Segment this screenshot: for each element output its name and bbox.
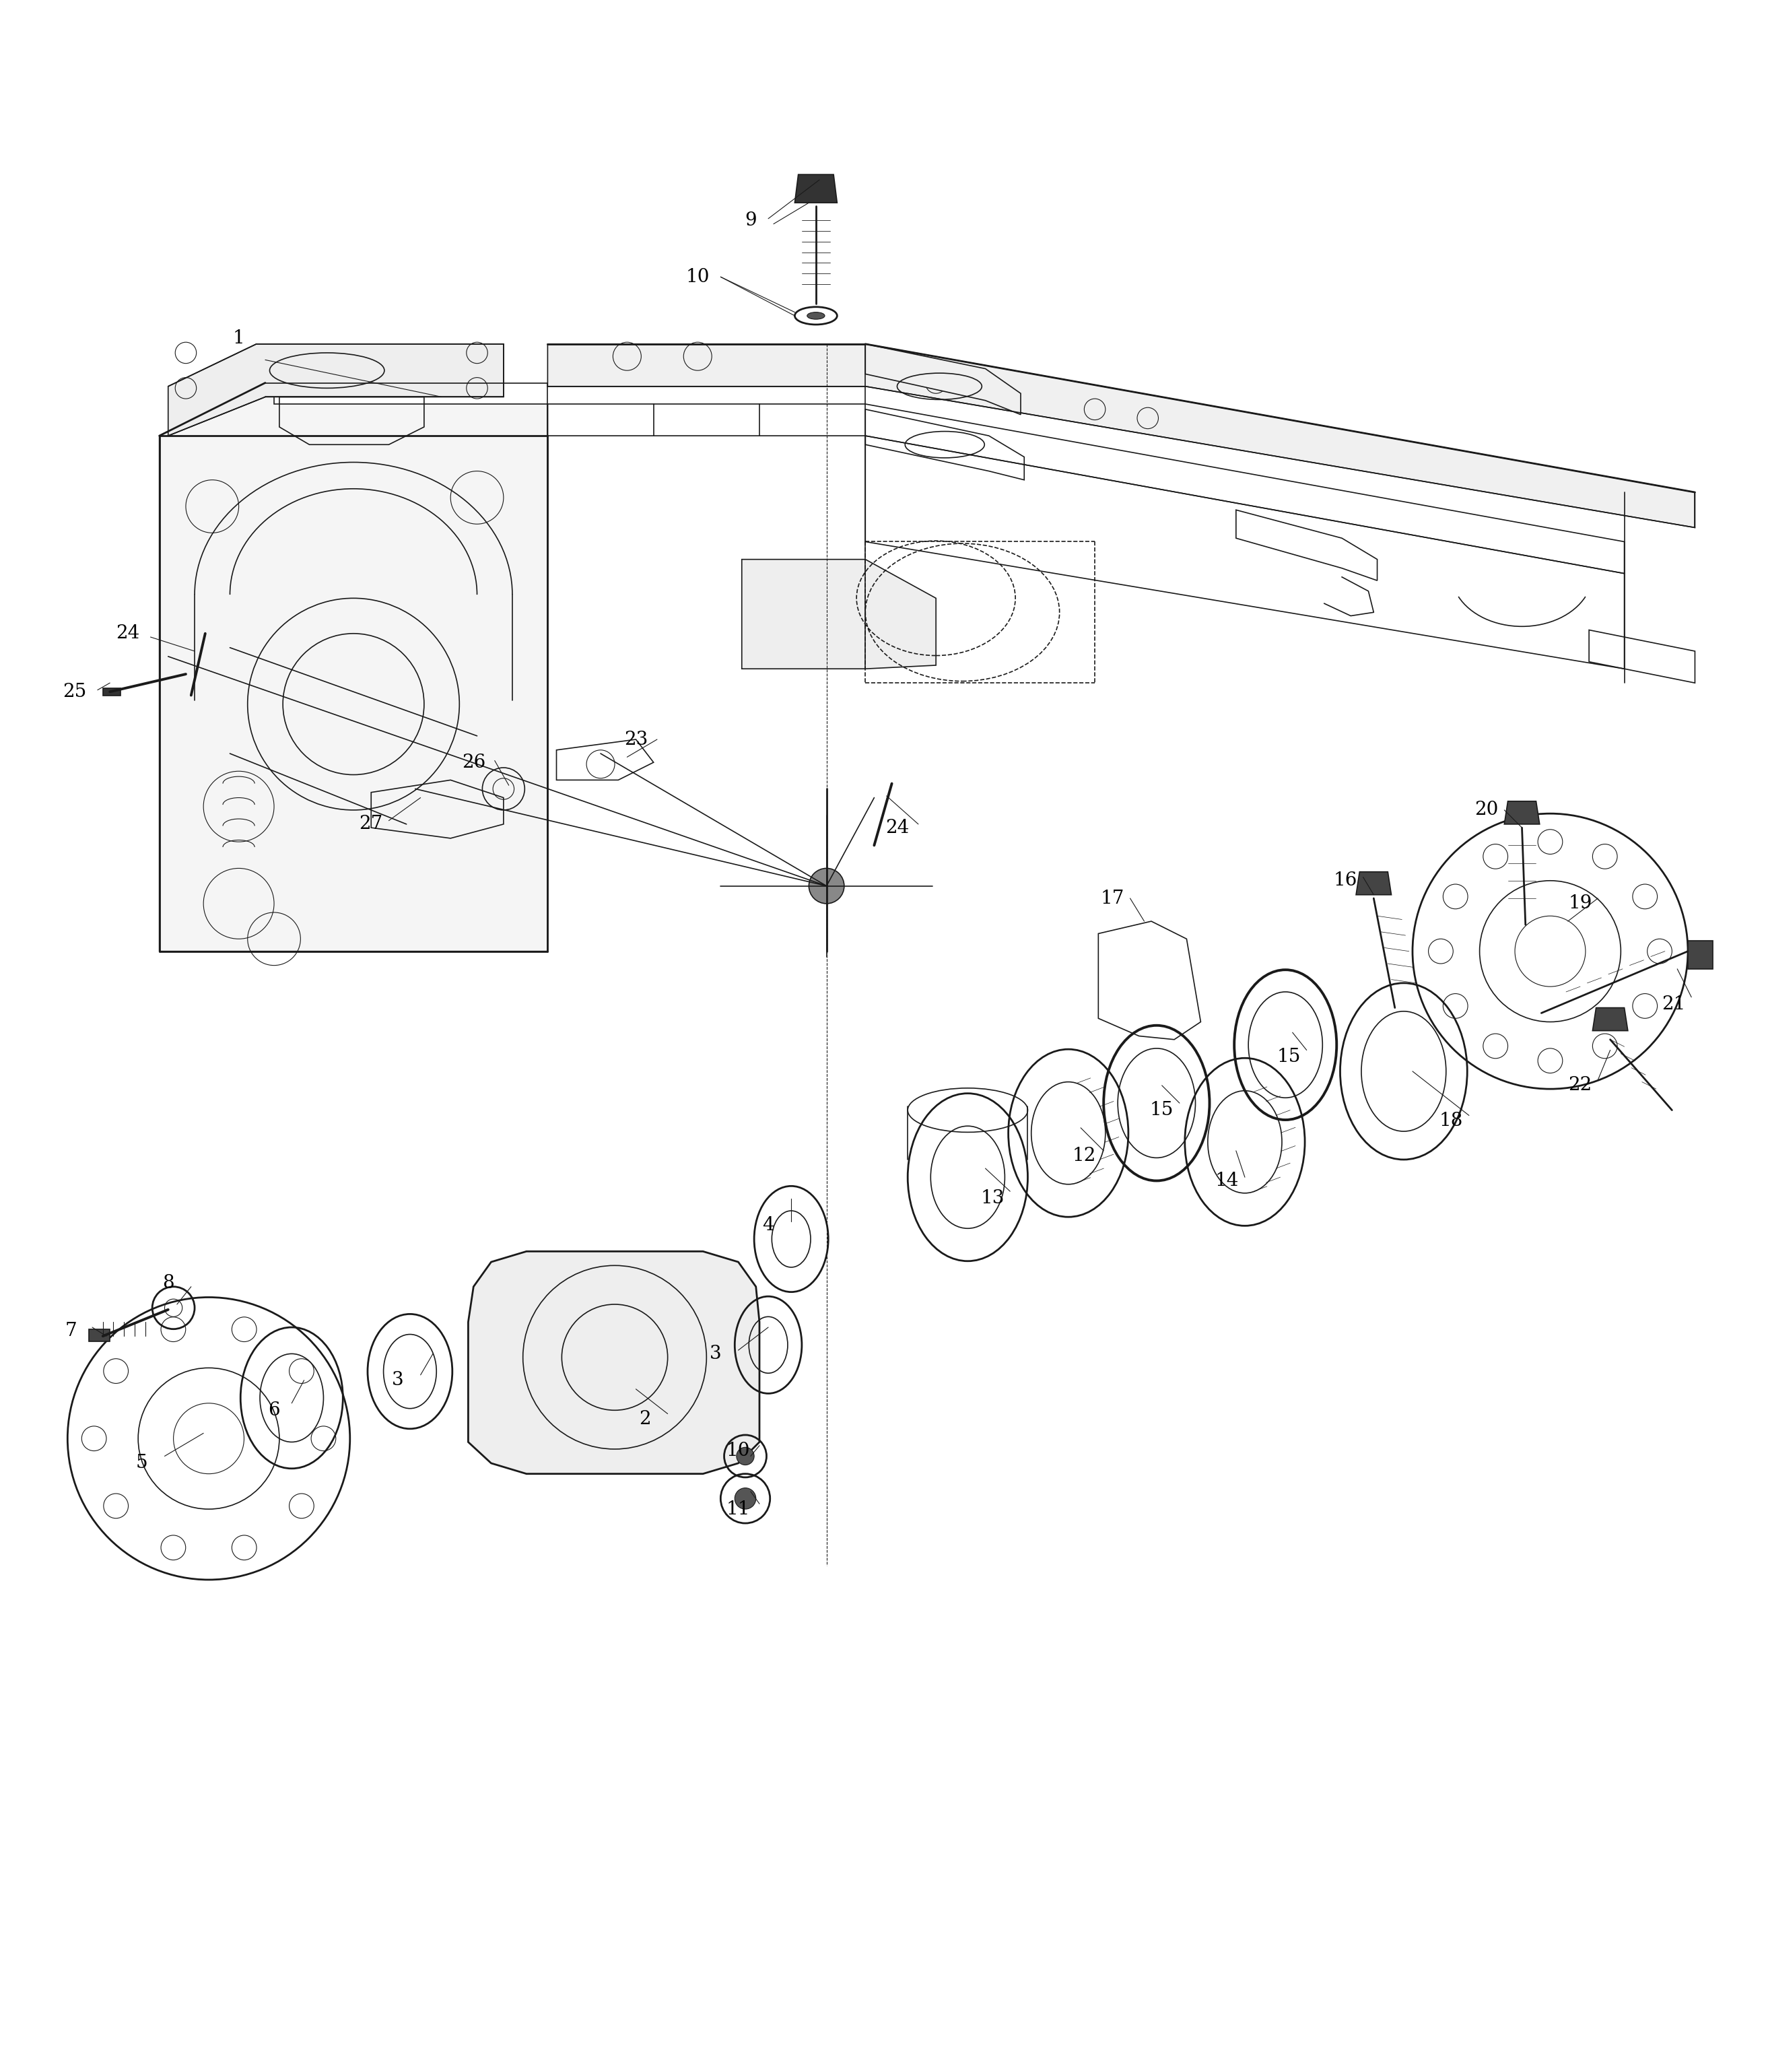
Text: 10: 10 [726, 1442, 751, 1461]
Text: 18: 18 [1439, 1113, 1464, 1129]
Text: 24: 24 [117, 624, 140, 642]
Polygon shape [865, 344, 1021, 414]
Text: 3: 3 [392, 1372, 404, 1390]
Text: 6: 6 [268, 1401, 281, 1419]
Text: 20: 20 [1475, 802, 1499, 818]
Text: 15: 15 [1277, 1048, 1302, 1067]
Circle shape [736, 1448, 754, 1465]
Text: 25: 25 [64, 682, 87, 700]
Polygon shape [1688, 941, 1713, 970]
Text: 14: 14 [1215, 1171, 1240, 1189]
Text: 3: 3 [710, 1345, 721, 1363]
Polygon shape [742, 559, 936, 669]
Text: 7: 7 [65, 1322, 78, 1341]
Text: 19: 19 [1568, 895, 1593, 912]
Polygon shape [1593, 1007, 1628, 1030]
Text: 2: 2 [639, 1409, 650, 1428]
Polygon shape [1505, 802, 1540, 825]
Polygon shape [168, 344, 503, 435]
Text: 1: 1 [233, 329, 245, 348]
Text: 26: 26 [461, 754, 486, 771]
Ellipse shape [807, 313, 825, 319]
Text: 23: 23 [623, 729, 648, 748]
Polygon shape [102, 688, 120, 696]
Text: 15: 15 [1150, 1100, 1174, 1119]
Text: 21: 21 [1662, 995, 1687, 1013]
Text: 22: 22 [1568, 1075, 1593, 1094]
Polygon shape [159, 383, 547, 951]
Polygon shape [88, 1328, 109, 1341]
Text: 27: 27 [358, 814, 383, 833]
Text: 9: 9 [745, 211, 756, 230]
Circle shape [809, 868, 844, 903]
Polygon shape [547, 344, 1695, 528]
Text: 4: 4 [763, 1216, 774, 1235]
Text: 10: 10 [685, 267, 710, 286]
Text: 16: 16 [1333, 872, 1358, 889]
Polygon shape [795, 174, 837, 203]
Text: 12: 12 [1072, 1148, 1097, 1164]
Polygon shape [468, 1251, 759, 1473]
Polygon shape [1356, 872, 1392, 895]
Text: 17: 17 [1100, 889, 1125, 908]
Text: 5: 5 [136, 1455, 148, 1473]
Text: 11: 11 [726, 1500, 751, 1519]
Circle shape [735, 1488, 756, 1508]
Text: 13: 13 [980, 1189, 1005, 1208]
Text: 24: 24 [885, 818, 909, 837]
Text: 8: 8 [162, 1274, 175, 1293]
